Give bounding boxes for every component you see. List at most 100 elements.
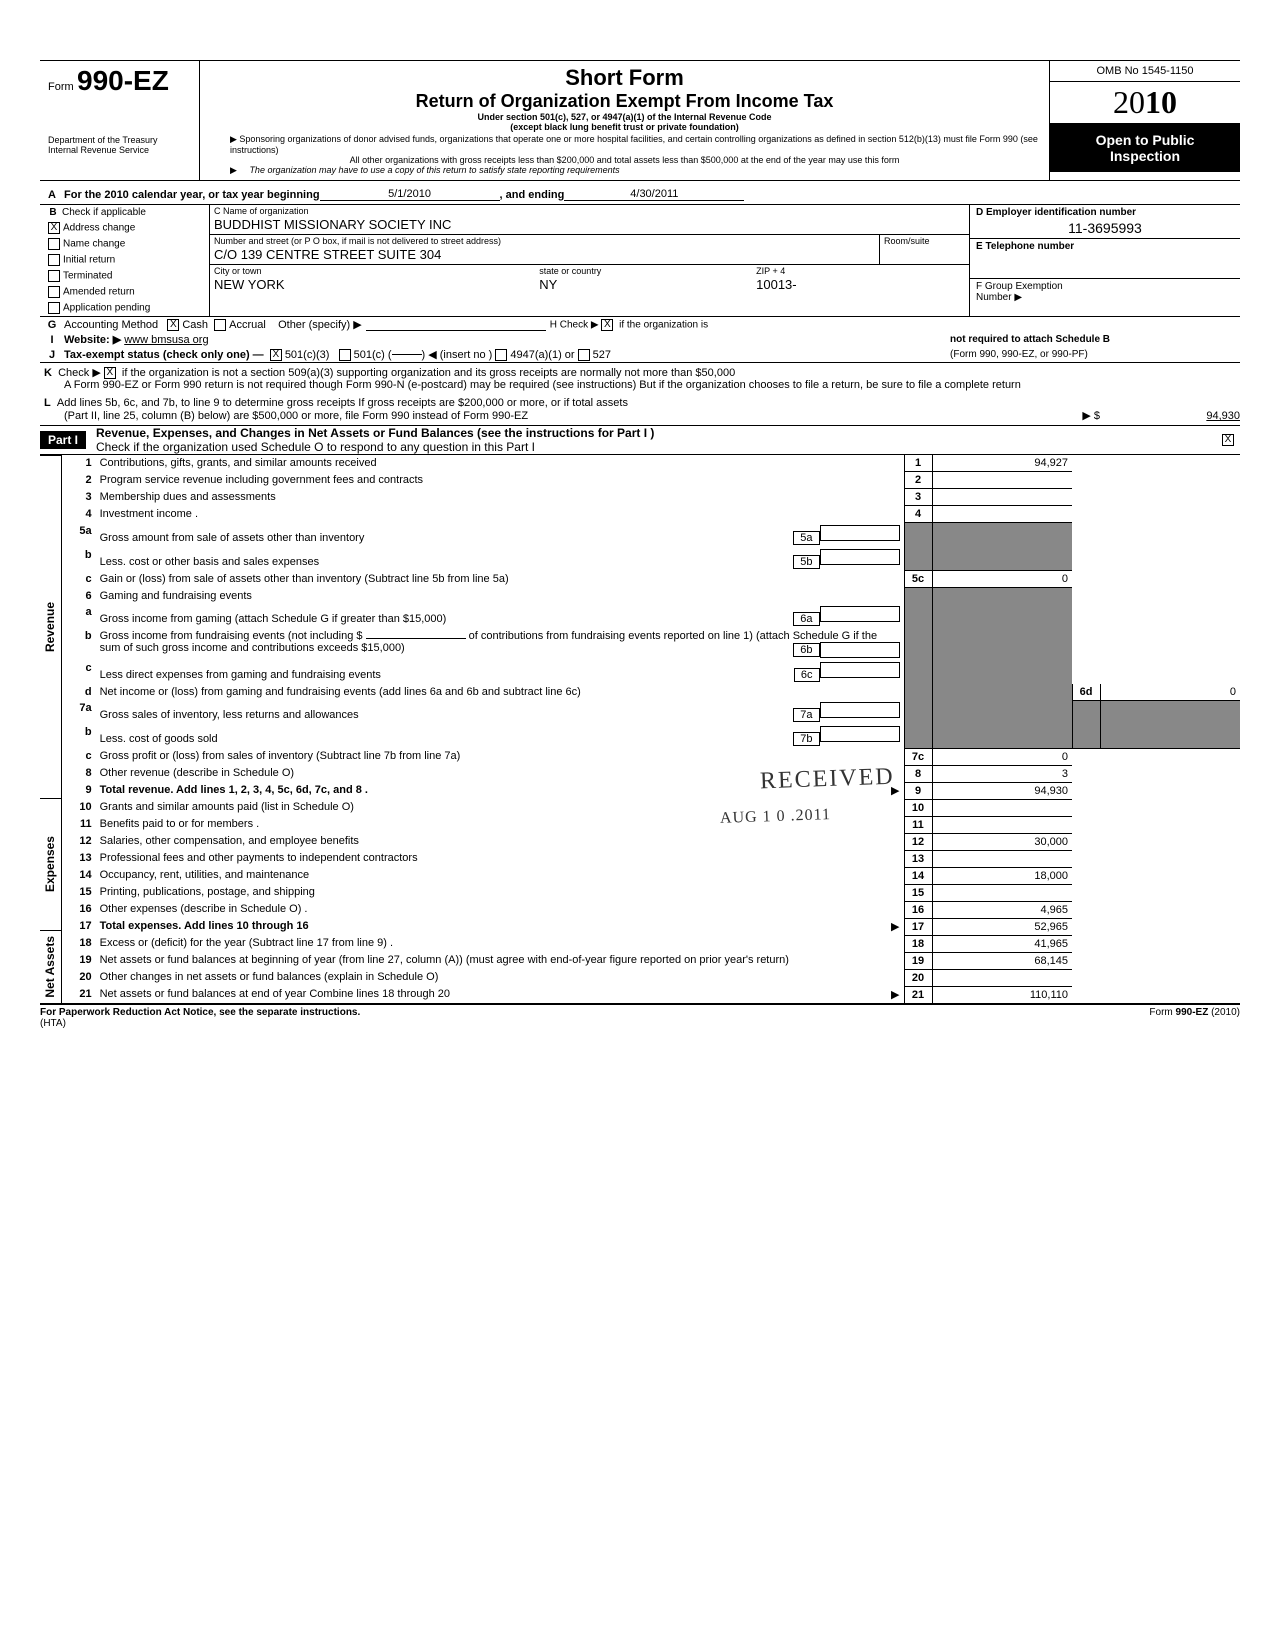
box-7b: 7b bbox=[793, 732, 819, 746]
box-6c: 6c bbox=[794, 668, 820, 682]
financial-table: 1Contributions, gifts, grants, and simil… bbox=[62, 455, 1240, 1003]
return-title: Return of Organization Exempt From Incom… bbox=[210, 91, 1039, 112]
line-17-amt: 52,965 bbox=[932, 918, 1072, 935]
label-name-change: Name change bbox=[63, 239, 125, 250]
row-a-period: A For the 2010 calendar year, or tax yea… bbox=[40, 185, 1240, 205]
line-3-num: 3 bbox=[904, 489, 932, 506]
line-9-amt: 94,930 bbox=[932, 782, 1072, 799]
checkbox-terminated[interactable] bbox=[48, 270, 60, 282]
line-7c-num: 7c bbox=[904, 748, 932, 765]
org-city: NEW YORK bbox=[210, 277, 535, 294]
line-12-num: 12 bbox=[904, 833, 932, 850]
copy-note: ▶ The organization may have to use a cop… bbox=[210, 165, 1039, 176]
city-label: City or town bbox=[210, 265, 535, 277]
line-20-num: 20 bbox=[904, 969, 932, 986]
l-arrow: ▶ $ bbox=[1082, 409, 1100, 422]
row-l: L Add lines 5b, 6c, and 7b, to line 9 to… bbox=[40, 394, 1240, 426]
line-1-num: 1 bbox=[904, 455, 932, 472]
checkbox-501c3[interactable]: X bbox=[270, 349, 282, 361]
row-g: G Accounting Method XCash Accrual Other … bbox=[40, 316, 1240, 332]
checkbox-amended[interactable] bbox=[48, 286, 60, 298]
h-text2: not required to attach Schedule B bbox=[950, 334, 1110, 345]
website-value: www bmsusa org bbox=[124, 334, 208, 346]
line-8-num: 8 bbox=[904, 765, 932, 782]
checkbox-k[interactable]: X bbox=[104, 367, 116, 379]
row-j: J Tax-exempt status (check only one) — X… bbox=[40, 347, 1240, 363]
def-column: D Employer identification number 11-3695… bbox=[970, 205, 1240, 316]
footer: For Paperwork Reduction Act Notice, see … bbox=[40, 1005, 1240, 1018]
checkbox-501c[interactable] bbox=[339, 349, 351, 361]
title-box: Short Form Return of Organization Exempt… bbox=[200, 61, 1050, 180]
line-1-amt: 94,927 bbox=[932, 455, 1072, 472]
right-box: OMB No 1545-1150 2010 Open to Public Ins… bbox=[1050, 61, 1240, 180]
period-end: 4/30/2011 bbox=[564, 188, 744, 201]
h-check: H Check ▶ bbox=[550, 319, 599, 330]
line-1-desc: Contributions, gifts, grants, and simila… bbox=[96, 455, 904, 472]
line-13-desc: Professional fees and other payments to … bbox=[96, 850, 904, 867]
checkbox-527[interactable] bbox=[578, 349, 590, 361]
part1-bar: Part I bbox=[40, 431, 86, 449]
line-18-num: 18 bbox=[904, 935, 932, 952]
org-state: NY bbox=[535, 277, 752, 294]
entity-block: B Check if applicable XAddress change Na… bbox=[40, 205, 1240, 316]
tax-exempt-label: Tax-exempt status (check only one) — bbox=[64, 349, 264, 361]
box-6b: 6b bbox=[793, 643, 819, 657]
except-note: (except black lung benefit trust or priv… bbox=[210, 122, 1039, 132]
checkbox-accrual[interactable] bbox=[214, 319, 226, 331]
dept-irs: Internal Revenue Service bbox=[48, 145, 191, 155]
line-8-amt: 3 bbox=[932, 765, 1072, 782]
line-6b-desc: Gross income from fundraising events (no… bbox=[100, 630, 363, 642]
amt-7b bbox=[820, 726, 900, 742]
checkbox-h[interactable]: X bbox=[601, 319, 613, 331]
state-label: state or country bbox=[535, 265, 752, 277]
letter-b: B bbox=[44, 207, 62, 218]
sidebar-expenses: Expenses bbox=[43, 836, 57, 892]
label-address-change: Address change bbox=[63, 223, 135, 234]
line-12-desc: Salaries, other compensation, and employ… bbox=[96, 833, 904, 850]
checkbox-name-change[interactable] bbox=[48, 238, 60, 250]
line-2-amt bbox=[932, 472, 1072, 489]
line-17-desc: Total expenses. Add lines 10 through 16 bbox=[100, 920, 309, 932]
checkbox-cash[interactable]: X bbox=[167, 319, 179, 331]
l-text1: Add lines 5b, 6c, and 7b, to line 9 to d… bbox=[57, 397, 628, 409]
line-15-num: 15 bbox=[904, 884, 932, 901]
k-text1: if the organization is not a section 509… bbox=[122, 367, 735, 379]
line-13-amt bbox=[932, 850, 1072, 867]
line-4-desc: Investment income . bbox=[96, 506, 904, 523]
line-18-desc: Excess or (deficit) for the year (Subtra… bbox=[96, 935, 904, 952]
checkbox-4947[interactable] bbox=[495, 349, 507, 361]
label-501c: 501(c) ( bbox=[354, 349, 392, 361]
checkbox-app-pending[interactable] bbox=[48, 302, 60, 314]
line-16-desc: Other expenses (describe in Schedule O) … bbox=[96, 901, 904, 918]
line-19-amt: 68,145 bbox=[932, 952, 1072, 969]
line-3-desc: Membership dues and assessments bbox=[96, 489, 904, 506]
org-address: C/O 139 CENTRE STREET SUITE 304 bbox=[210, 247, 879, 264]
line-14-amt: 18,000 bbox=[932, 867, 1072, 884]
line-5b-desc: Less. cost or other basis and sales expe… bbox=[100, 556, 320, 568]
line-11-amt bbox=[932, 816, 1072, 833]
line-19-num: 19 bbox=[904, 952, 932, 969]
box-6a: 6a bbox=[793, 612, 819, 626]
line-9-desc: Total revenue. Add lines 1, 2, 3, 4, 5c,… bbox=[100, 784, 368, 796]
line-7c-amt: 0 bbox=[932, 748, 1072, 765]
label-amended: Amended return bbox=[63, 287, 135, 298]
amt-6b bbox=[820, 642, 900, 658]
org-zip: 10013- bbox=[752, 277, 969, 294]
k-check-label: Check ▶ bbox=[58, 367, 101, 379]
part1-title: Revenue, Expenses, and Changes in Net As… bbox=[96, 426, 654, 440]
line-3-amt bbox=[932, 489, 1072, 506]
zip-label: ZIP + 4 bbox=[752, 265, 969, 277]
line-14-num: 14 bbox=[904, 867, 932, 884]
line-21-desc: Net assets or fund balances at end of ye… bbox=[100, 988, 450, 1000]
checkbox-schedule-o[interactable]: X bbox=[1222, 434, 1234, 446]
line-7b-desc: Less. cost of goods sold bbox=[100, 733, 218, 745]
amt-7a bbox=[820, 702, 900, 718]
checkbox-address-change[interactable]: X bbox=[48, 222, 60, 234]
h-text3: (Form 990, 990-EZ, or 990-PF) bbox=[950, 349, 1088, 360]
checkbox-initial-return[interactable] bbox=[48, 254, 60, 266]
line-7a-desc: Gross sales of inventory, less returns a… bbox=[100, 709, 359, 721]
part1-sub: Check if the organization used Schedule … bbox=[96, 440, 535, 454]
paperwork-notice: For Paperwork Reduction Act Notice, see … bbox=[40, 1007, 360, 1018]
row-k: K Check ▶ X if the organization is not a… bbox=[40, 363, 1240, 394]
label-cash: Cash bbox=[182, 319, 208, 331]
